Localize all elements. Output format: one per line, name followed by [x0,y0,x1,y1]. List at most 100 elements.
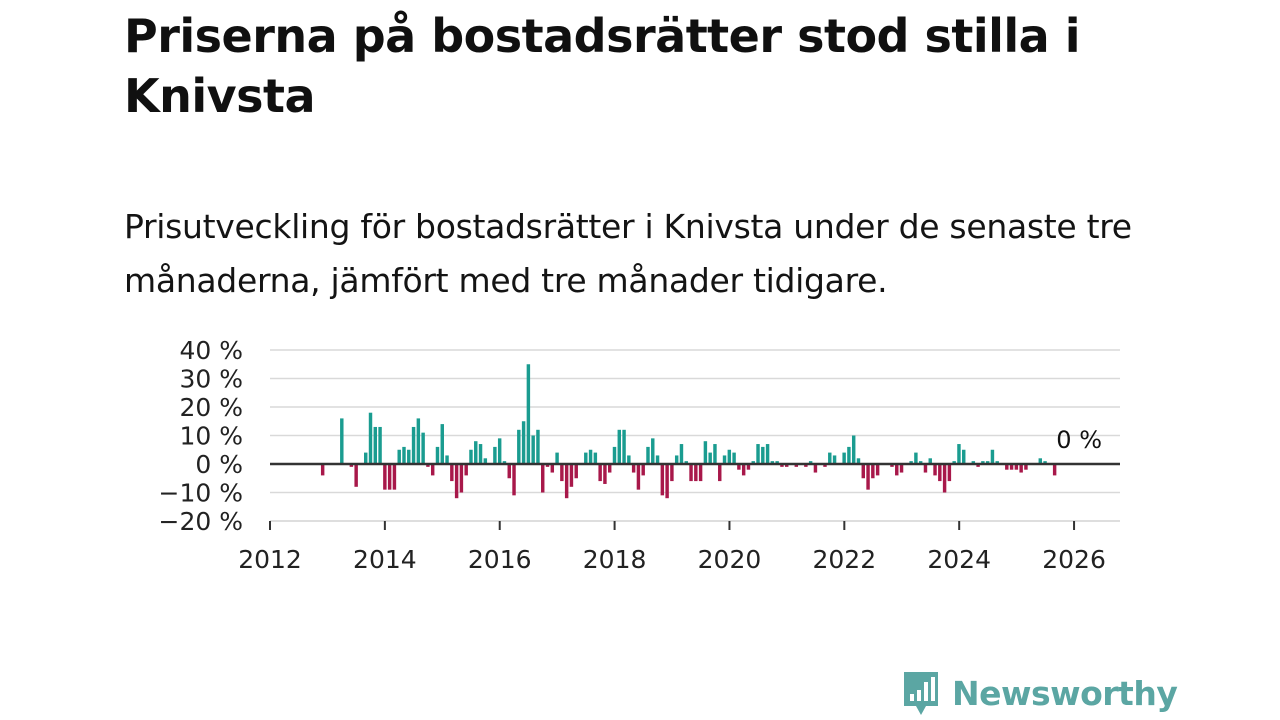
bar [842,452,846,464]
bar [564,464,569,499]
bar [1043,461,1047,464]
bar [756,444,760,464]
bar [1005,464,1009,470]
bar [483,458,488,464]
newsworthy-logo-icon [904,672,938,715]
bar [737,464,741,470]
bar [761,446,765,464]
bar [507,464,511,479]
bar [727,449,732,464]
bar [995,461,999,464]
bar [502,461,507,464]
bar [861,464,865,479]
x-tick-label: 2018 [583,545,647,574]
bar [426,464,430,467]
bar [746,464,751,470]
bar [464,464,468,476]
bar [780,464,784,467]
bar [402,446,406,464]
bar [411,426,416,464]
bar [674,455,679,464]
bar [665,464,669,499]
bar [646,446,650,464]
bar [804,464,808,467]
bar [847,446,851,464]
bar [698,464,703,482]
bar [655,455,660,464]
bar [823,464,827,467]
bar [651,438,655,464]
bar [454,464,459,499]
y-tick-label: 30 % [179,365,243,394]
x-tick-label: 2026 [1042,545,1106,574]
bar [679,444,684,464]
bar [765,444,770,464]
bar [928,458,932,464]
bar [555,452,559,464]
bar [612,446,617,464]
newsworthy-brand-text: Newsworthy [952,673,1178,713]
x-tick-label: 2014 [353,545,417,574]
x-tick-label: 2012 [238,545,302,574]
bar [392,464,397,490]
bar [899,464,904,473]
chart-title: Priserna på bostadsrätter stod stilla i … [124,9,1080,123]
bar [684,461,688,464]
bar [430,464,435,476]
bar [521,421,526,464]
bar [368,412,373,464]
bar [976,464,980,467]
bar [708,452,712,464]
bar [512,464,516,496]
bar [828,452,832,464]
bar [909,461,913,464]
bar [574,464,578,479]
chart-subtitle: Prisutveckling för bostadsrätter i Knivs… [124,207,1132,300]
bar [770,461,775,464]
y-tick-label: −10 % [159,479,243,508]
bar [569,464,574,487]
bar [875,464,880,476]
bar [598,464,602,482]
bar [588,449,593,464]
bar [895,464,899,476]
bar [785,464,789,467]
bar [962,449,966,464]
bar [952,461,956,464]
bar [603,464,607,484]
x-tick-label: 2022 [813,545,877,574]
y-tick-label: 10 % [179,422,243,451]
bar [320,464,325,476]
bar [1024,464,1028,470]
bar [550,464,555,473]
bar [1019,464,1023,473]
bar [636,464,641,490]
bar [670,464,674,482]
bar [947,464,952,482]
bar [531,435,535,464]
y-tick-label: 40 % [179,336,243,365]
bar [694,464,698,482]
bar [751,461,755,464]
bar [957,444,961,464]
bar [981,461,985,464]
bar [990,449,995,464]
bar [856,458,861,464]
bar [435,446,440,464]
bar [722,455,727,464]
bar [354,464,358,487]
bar [560,464,564,482]
bar [703,441,708,464]
bar [517,429,521,464]
bar [545,464,550,467]
bar [971,461,976,464]
bar [536,429,540,464]
bar [890,464,894,467]
bar [340,418,344,464]
bar [914,452,918,464]
bar [387,464,392,490]
bar [627,455,631,464]
bar [469,449,473,464]
bar [407,449,411,464]
bar [1052,464,1057,476]
